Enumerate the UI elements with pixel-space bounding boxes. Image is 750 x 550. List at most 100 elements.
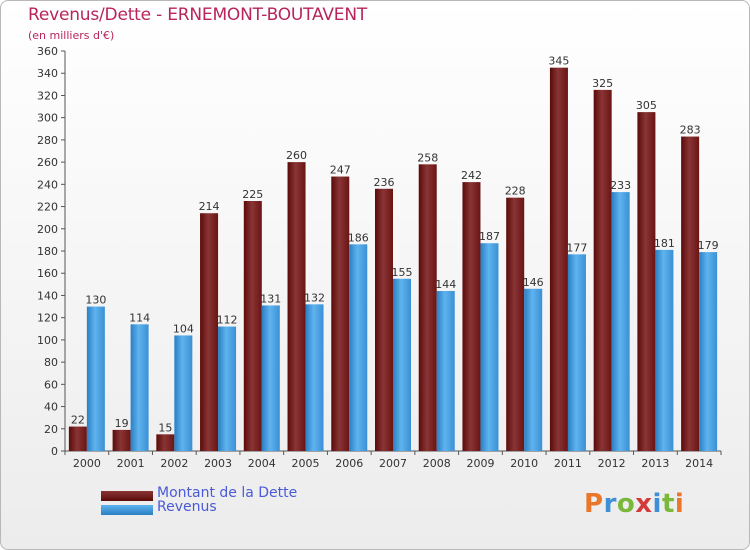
bar-revenus (524, 288, 543, 451)
bar-debt (593, 89, 612, 451)
data-label: 15 (158, 421, 172, 434)
bar-revenus (480, 243, 499, 451)
logo-letter: P (584, 489, 604, 519)
bar-debt (681, 136, 700, 452)
data-label: 187 (479, 230, 500, 243)
y-tick-label: 220 (37, 201, 58, 214)
data-label: 181 (654, 237, 675, 250)
data-label: 144 (435, 278, 456, 291)
data-label: 130 (85, 294, 106, 307)
data-label: 233 (610, 179, 631, 192)
data-label: 132 (304, 291, 325, 304)
data-label: 260 (286, 149, 307, 162)
data-label: 179 (698, 239, 719, 252)
bar-revenus (305, 304, 324, 451)
bar-debt (462, 182, 481, 451)
data-label: 258 (417, 151, 438, 164)
bar-debt (331, 176, 350, 452)
x-tick-label: 2011 (554, 457, 582, 470)
bar-revenus (567, 254, 586, 451)
bars (68, 67, 718, 452)
data-label: 19 (115, 417, 129, 430)
bar-revenus (261, 305, 280, 451)
y-axis: 0 20 40 60 80 100 120 140 160 180 200 220 240 260 280 3… (37, 45, 66, 458)
chart-subtitle: (en milliers d'€) (28, 29, 115, 42)
bar-revenus (655, 249, 674, 451)
logo-letter: t (661, 489, 675, 519)
y-tick-label: 60 (44, 378, 58, 391)
x-tick-label: 2003 (204, 457, 232, 470)
data-label: 236 (374, 176, 395, 189)
x-tick-label: 2008 (423, 457, 451, 470)
data-label: 22 (71, 414, 85, 427)
data-label: 325 (592, 77, 613, 90)
x-tick-label: 2007 (379, 457, 407, 470)
bar-debt (156, 434, 175, 451)
legend-swatch-debt (101, 491, 153, 501)
y-tick-label: 100 (37, 334, 58, 347)
bar-revenus (436, 291, 455, 451)
data-label: 155 (392, 266, 413, 279)
data-label: 225 (242, 188, 263, 201)
x-tick-label: 2010 (510, 457, 538, 470)
data-label: 177 (566, 241, 587, 254)
bar-debt (637, 112, 656, 451)
data-label: 131 (260, 292, 281, 305)
x-axis: 2000 2001 2002 2003 2004 2005 2006 2007 2008 2009… (64, 450, 722, 470)
x-tick-label: 2006 (335, 457, 363, 470)
x-tick-label: 2001 (117, 457, 145, 470)
data-labels: 22 19 15 214 225 260 247 236 258 242 228 345 325 305 2… (71, 55, 719, 435)
data-label: 112 (217, 314, 238, 327)
y-tick-label: 20 (44, 423, 58, 436)
data-label: 104 (173, 322, 194, 335)
x-tick-label: 2004 (248, 457, 276, 470)
bar-debt (549, 67, 568, 452)
data-label: 345 (548, 55, 569, 68)
bar-revenus (349, 244, 368, 451)
y-tick-label: 300 (37, 112, 58, 125)
legend-label-debt: Montant de la Dette (157, 485, 298, 501)
y-tick-label: 160 (37, 267, 58, 280)
bar-debt (68, 426, 87, 451)
y-tick-label: 360 (37, 45, 58, 58)
data-label: 146 (523, 276, 544, 289)
data-label: 114 (129, 311, 150, 324)
bar-revenus (611, 192, 630, 451)
x-tick-label: 2014 (685, 457, 713, 470)
bar-debt (418, 164, 437, 452)
bar-debt (506, 197, 525, 451)
bar-revenus (174, 335, 193, 451)
chart-title: Revenus/Dette - ERNEMONT-BOUTAVENT (28, 5, 368, 25)
bar-debt (200, 213, 219, 451)
legend-swatch-revenus (101, 505, 153, 515)
bar-debt (243, 201, 262, 451)
data-label: 283 (680, 124, 701, 137)
proxiti-logo: Proxiti (584, 489, 684, 519)
bar-debt (375, 188, 393, 451)
y-tick-label: 280 (37, 134, 58, 147)
x-tick-label: 2009 (466, 457, 494, 470)
x-tick-label: 2000 (73, 457, 101, 470)
y-tick-label: 320 (37, 89, 58, 102)
legend-label-revenus: Revenus (157, 499, 217, 515)
y-tick-label: 80 (44, 356, 58, 369)
bar-debt (112, 429, 131, 451)
bar-revenus (130, 324, 149, 451)
y-tick-label: 240 (37, 178, 58, 191)
y-tick-label: 40 (44, 401, 58, 414)
y-tick-label: 120 (37, 312, 58, 325)
y-tick-label: 200 (37, 223, 58, 236)
bar-revenus (218, 326, 237, 451)
logo-letter: i (652, 489, 662, 519)
y-tick-label: 180 (37, 245, 58, 258)
logo-letter: i (674, 489, 685, 519)
bar-debt (287, 162, 306, 451)
y-tick-label: 140 (37, 289, 58, 302)
x-tick-label: 2002 (160, 457, 188, 470)
data-label: 186 (348, 231, 369, 244)
y-tick-label: 260 (37, 156, 58, 169)
data-label: 305 (636, 99, 657, 112)
logo-letter: r (603, 489, 617, 519)
bar-chart: 0 20 40 60 80 100 120 140 160 180 200 220 240 260 280 3… (37, 45, 722, 470)
